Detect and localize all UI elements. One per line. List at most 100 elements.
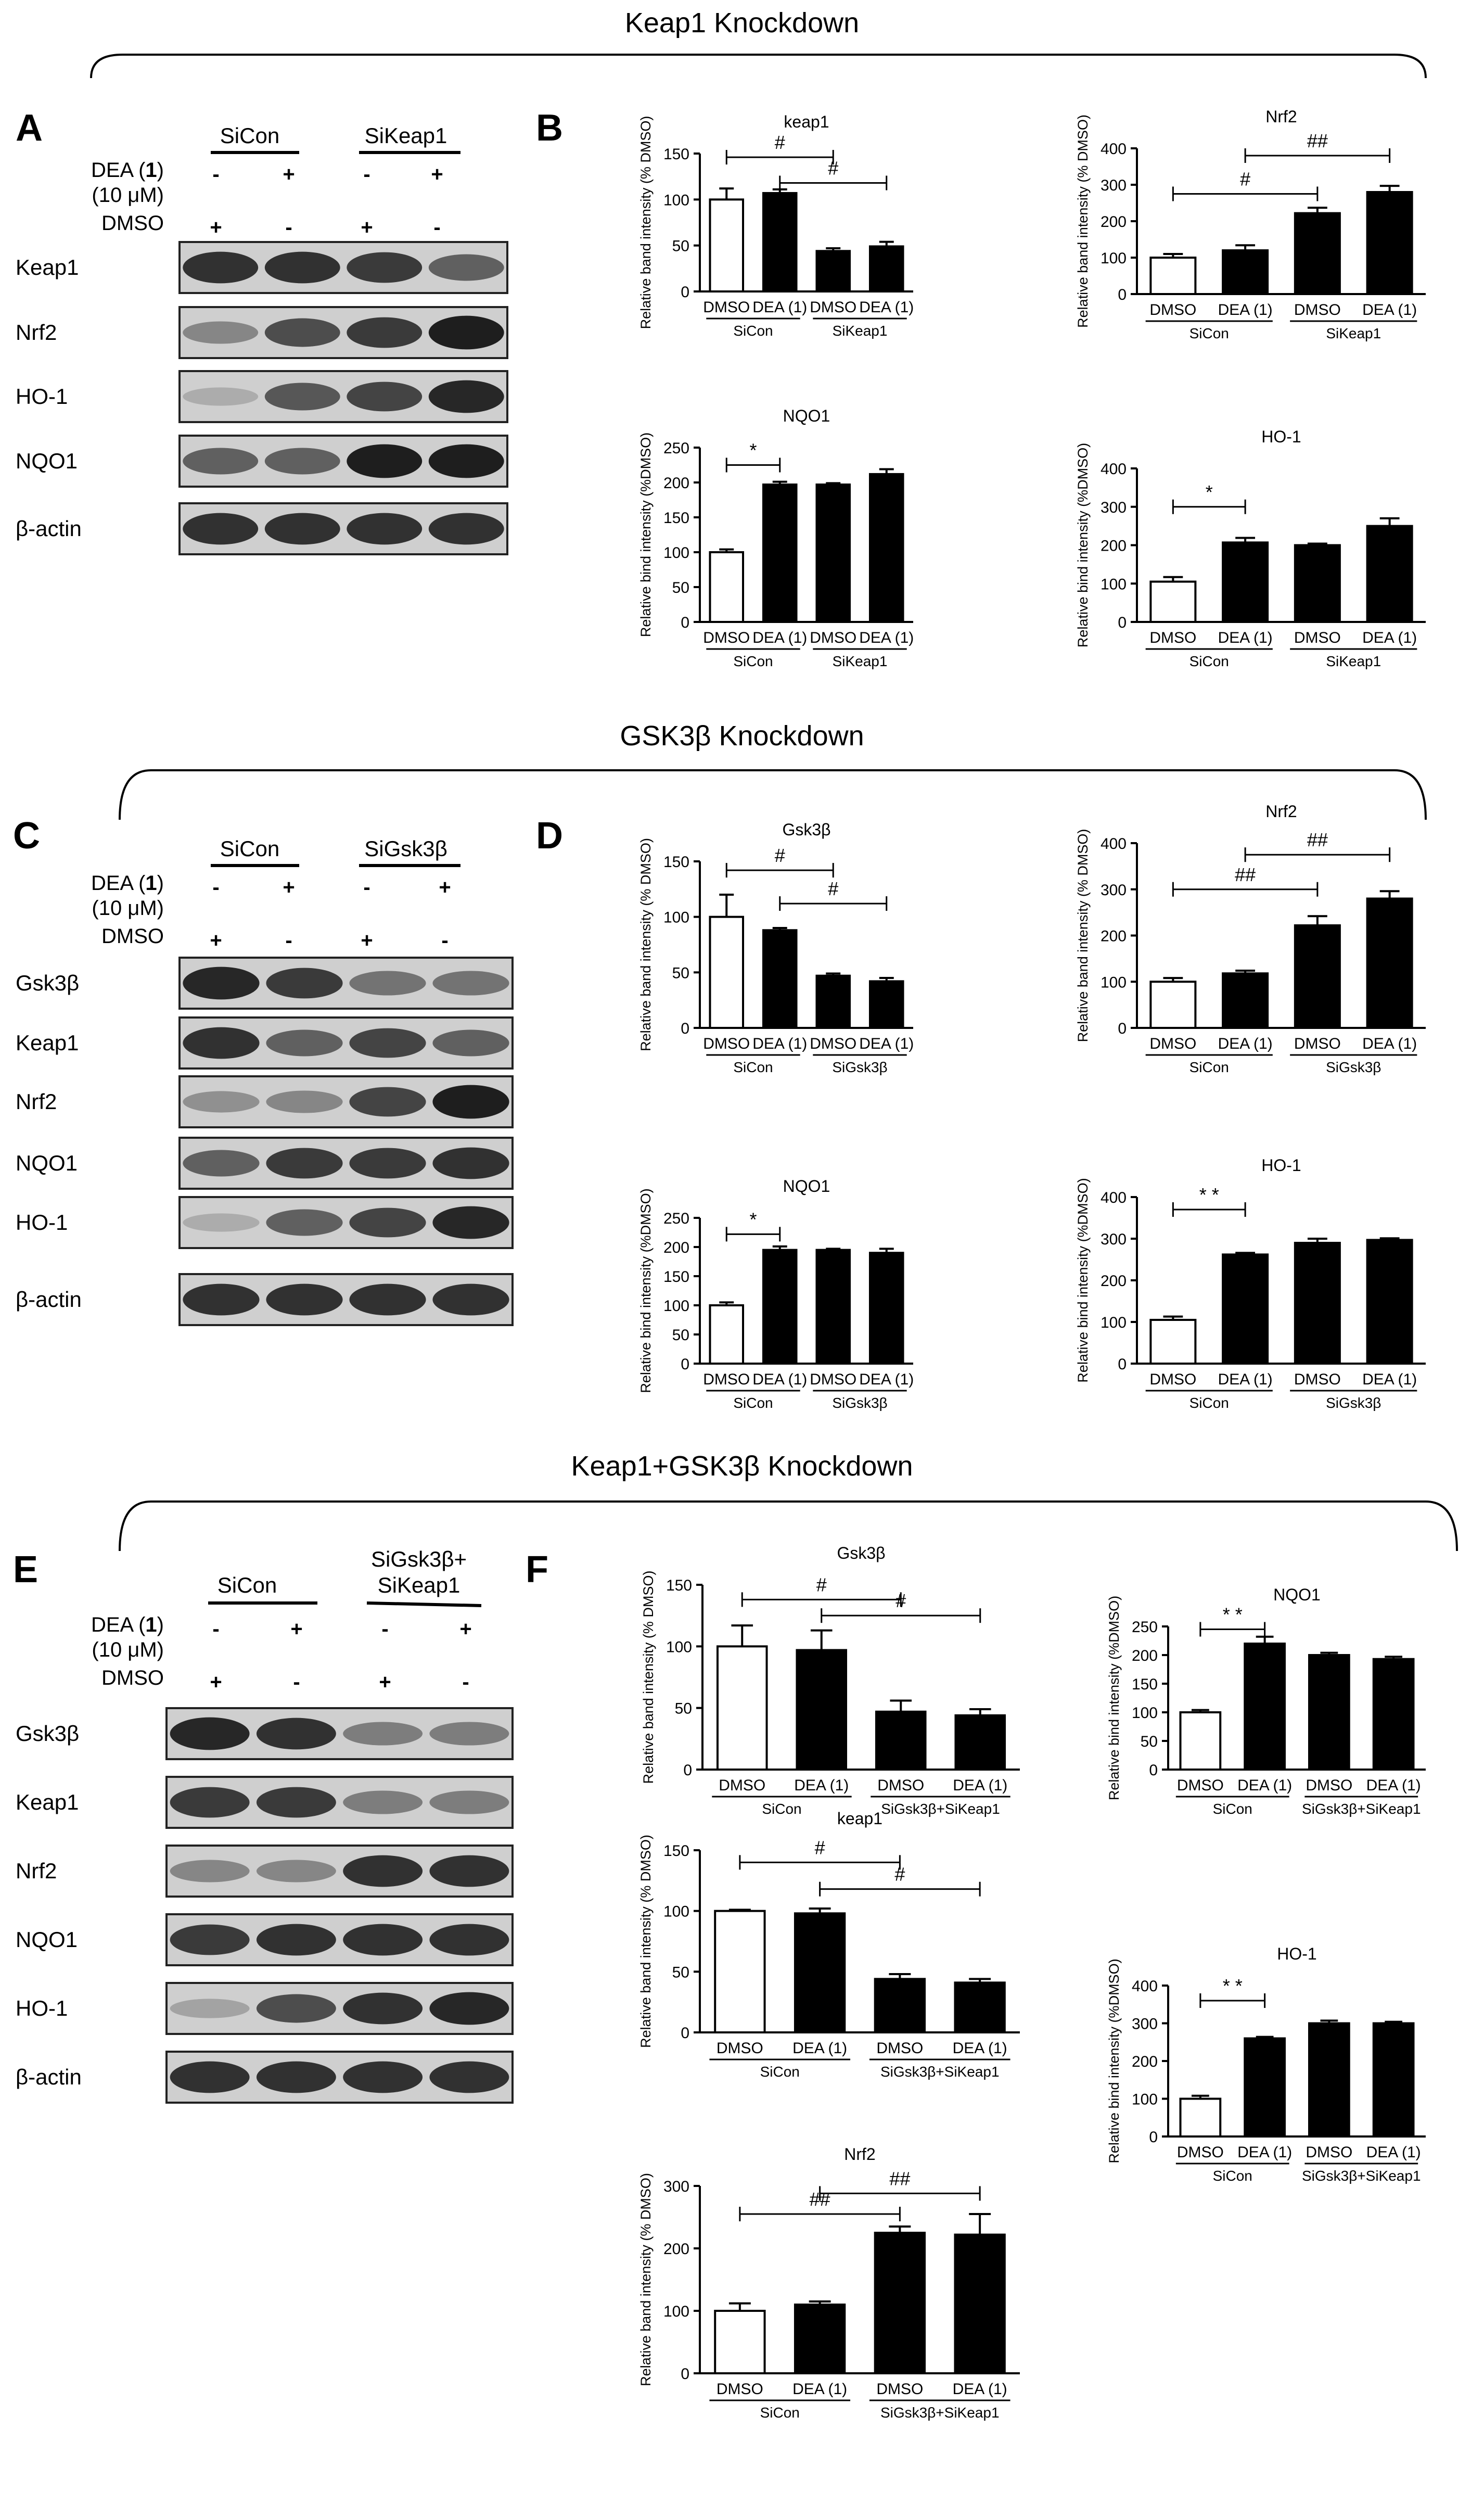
category-label: DEA (1) [1237,1777,1292,1794]
bar [954,1714,1006,1771]
bar [796,1649,848,1771]
y-tick-label: 100 [1101,250,1127,267]
blot-band [183,448,259,475]
blot-band [432,971,509,996]
y-tick-label: 50 [672,238,689,255]
y-tick-label: 100 [1101,576,1127,593]
category-label: DEA (1) [752,1035,807,1052]
treatment-label-part: 1 [145,1613,157,1636]
dea-sign: - [363,876,370,899]
group-label: SiGsk3β [364,836,447,861]
category-label: DMSO [717,2040,763,2057]
y-tick-label: 0 [681,1356,689,1373]
y-tick-label: 0 [1118,1020,1127,1037]
treatment-label-part: ) [157,1613,164,1636]
blot-band [264,251,340,284]
bar [762,192,798,293]
significance-marker: # [775,132,785,153]
blot-band [432,1147,509,1179]
bar [1294,1242,1341,1365]
section-bracket [90,54,1427,79]
blot-band [256,1860,336,1883]
concentration-label: (10 μM) [92,1638,164,1661]
y-tick-label: 400 [1101,835,1127,853]
significance-marker: * [749,440,757,461]
chart-title: Gsk3β [837,1544,885,1562]
y-tick-label: 100 [663,909,689,926]
dea-sign: - [363,163,370,186]
category-label: DMSO [1294,1035,1341,1052]
blot-band [343,1855,423,1887]
blot-band [183,1150,260,1177]
y-tick-label: 200 [663,2241,689,2258]
y-tick-label: 100 [666,1638,692,1656]
category-label: DMSO [703,299,750,316]
band-label: Gsk3β [16,1721,79,1746]
y-axis-label: Relative bind intensity (%DMSO) [1106,1596,1122,1800]
category-label: DMSO [1177,1777,1224,1794]
y-axis-label: Relative band intensity (% DMSO) [1075,829,1091,1042]
dmso-label: DMSO [101,925,164,948]
blot-band [170,1924,250,1955]
category-label: DEA (1) [1362,1035,1417,1052]
band-label: Keap1 [16,1031,79,1055]
group-label: SiCon [1213,1801,1252,1817]
blot-band [264,383,340,411]
category-label: DMSO [1306,2144,1352,2161]
bar [868,245,904,292]
blot-band [256,1718,336,1750]
band-label: Nrf2 [16,1859,57,1883]
significance-marker: ## [1307,829,1328,850]
y-tick-label: 0 [1149,1762,1158,1779]
bar [709,1304,745,1365]
bar-charts: 0 50 100 150 Relative band intensity (% DMSO… [638,107,1426,2421]
blot-band [183,966,260,1000]
category-label: DEA (1) [752,1371,807,1388]
y-tick-label: 200 [1101,213,1127,231]
y-tick-label: 100 [1132,2091,1158,2108]
bar [1308,1654,1350,1771]
bar [762,1249,798,1365]
category-label: DEA (1) [794,1777,849,1794]
y-tick-label: 200 [1101,928,1127,945]
category-label: DMSO [810,1035,856,1052]
blot-band [347,513,423,545]
y-tick-label: 100 [663,192,689,209]
category-label: DMSO [1294,629,1341,646]
dmso-label: DMSO [101,212,164,235]
band-label: NQO1 [16,1927,78,1952]
group-label: SiCon [760,2064,800,2080]
y-tick-label: 250 [663,440,689,457]
chart-title: keap1 [837,1809,882,1828]
bar [1294,212,1341,295]
category-label: DMSO [877,1777,924,1794]
blot-band [428,380,504,413]
blot-band [343,2061,423,2093]
y-tick-label: 50 [672,579,689,596]
chart-title: NQO1 [783,1177,830,1195]
y-tick-label: 0 [1118,286,1127,303]
dmso-label: DMSO [101,1667,164,1689]
blot-band [264,318,340,347]
blot-band [256,2061,336,2093]
chart-title: Nrf2 [1265,802,1297,821]
y-tick-label: 0 [1118,1356,1127,1373]
blot-band [264,448,340,475]
blot-band [347,317,423,348]
treatment-label-part: DEA ( [91,159,146,182]
category-label: DEA (1) [752,629,807,646]
group-label: SiCon [218,1573,277,1597]
bar [875,1710,927,1771]
y-tick-label: 100 [663,544,689,562]
bar [874,2232,926,2374]
category-label: DMSO [1294,301,1341,319]
bar [868,1252,904,1365]
treatment-label-part: DEA ( [91,872,146,895]
band-label: Nrf2 [16,320,57,345]
significance-marker: * * [1223,1604,1243,1625]
panel-letter: F [526,1549,548,1591]
bar [1294,544,1341,623]
group-label: SiCon [733,323,773,339]
y-axis-label: Relative band intensity (% DMSO) [638,2173,654,2386]
bar [874,1978,926,2033]
